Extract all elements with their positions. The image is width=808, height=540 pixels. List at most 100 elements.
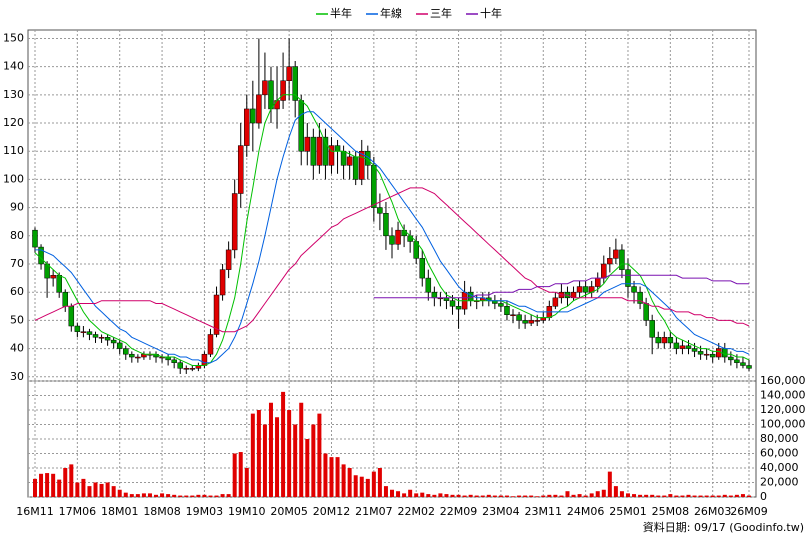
volume-bar [111, 486, 116, 497]
volume-bar [559, 495, 564, 497]
candle-body [74, 325, 81, 332]
candle-body [62, 291, 69, 307]
volume-bar [329, 457, 334, 497]
volume-bar [486, 494, 491, 497]
volume-bar [105, 482, 110, 497]
x-tick-label: 16M11 [16, 505, 54, 518]
volume-bar [426, 494, 431, 497]
candle-body [510, 314, 516, 316]
volume-bar [396, 491, 401, 497]
candle-body [268, 80, 274, 110]
candle-body [401, 229, 407, 237]
candle-body [346, 156, 353, 166]
x-tick-label: 20M12 [313, 505, 351, 518]
volume-bar [553, 494, 558, 497]
legend-label: 半年 [330, 6, 352, 20]
candle-body [86, 331, 93, 335]
volume-bar [656, 495, 661, 497]
candle-body [316, 136, 323, 166]
volume-bar [226, 494, 231, 497]
y-tick-label: 130 [3, 88, 24, 101]
candle-body [607, 258, 613, 265]
volume-bar [408, 489, 413, 497]
candle-body [522, 320, 528, 324]
ma-line [34, 187, 750, 333]
legend-label: 年線 [380, 6, 402, 20]
candle-body [389, 235, 395, 245]
volume-bar [740, 494, 745, 497]
volume-bar [202, 494, 207, 497]
volume-bar [589, 493, 594, 497]
candle-body [250, 108, 256, 124]
candle-body [274, 100, 280, 110]
x-tick-label: 25M08 [652, 505, 690, 518]
volume-bar [184, 495, 189, 497]
y2-tick-label: 120,000 [760, 403, 806, 416]
volume-bar [75, 482, 80, 497]
volume-bar [39, 473, 44, 497]
volume-bar [607, 471, 612, 497]
volume-bar [341, 464, 346, 497]
candle-body [56, 275, 62, 293]
volume-bar [529, 495, 534, 497]
candle-body [679, 345, 686, 349]
volume-bar [613, 486, 618, 497]
volume-bar [268, 402, 273, 497]
volume-bar [571, 494, 576, 497]
volume-bar [99, 483, 104, 497]
volume-bar [601, 489, 606, 497]
volume-bar [81, 478, 86, 497]
volume-bar [281, 391, 286, 497]
volume-bar [141, 493, 146, 497]
ma-line [373, 274, 749, 299]
candle-body [643, 303, 649, 321]
volume-bar [371, 471, 376, 497]
candle-body [419, 258, 426, 279]
candle-body [613, 249, 619, 259]
volume-bar [511, 496, 516, 497]
volume-bar [492, 495, 497, 497]
volume-bar [359, 476, 364, 497]
candle-body [467, 291, 474, 301]
date-note: 資料日期: 09/17 (Goodinfo.tw) [643, 520, 804, 534]
candle-body [703, 353, 710, 356]
candle-body [655, 337, 661, 344]
volume-bar [275, 417, 280, 497]
y-tick-label: 70 [10, 257, 24, 270]
x-tick-label: 17M06 [59, 505, 97, 518]
volume-bar [93, 482, 98, 497]
candle-body [407, 235, 413, 242]
volume-bar [305, 439, 310, 497]
candle-body [740, 362, 746, 366]
volume-bar [262, 424, 267, 497]
volume-bar [625, 493, 630, 497]
volume-bar [547, 494, 552, 497]
volume-bar [662, 495, 667, 497]
y-tick-label: 120 [3, 116, 24, 129]
x-tick-label: 19M10 [228, 505, 266, 518]
volume-bar [722, 494, 727, 497]
x-tick-label: 20M05 [270, 505, 308, 518]
candle-body [395, 229, 401, 245]
candle-body [177, 362, 183, 369]
volume-bar [480, 495, 485, 497]
candle-body [649, 320, 655, 338]
volume-bar [535, 496, 540, 497]
candle-body [619, 249, 625, 270]
candle-body [637, 291, 643, 304]
candle-body [516, 314, 522, 321]
y2-tick-label: 140,000 [760, 389, 806, 402]
volume-bar [420, 492, 425, 497]
volume-bar [474, 495, 479, 497]
candle-body [455, 306, 462, 310]
candle-body [358, 150, 365, 180]
volume-bar [232, 453, 237, 497]
candle-body [498, 303, 504, 307]
x-tick-label: 22M09 [440, 505, 478, 518]
candle-body [328, 145, 335, 166]
volume-bar [468, 494, 473, 497]
volume-bar [51, 473, 56, 497]
candle-body [383, 213, 389, 237]
candle-body [286, 66, 292, 81]
